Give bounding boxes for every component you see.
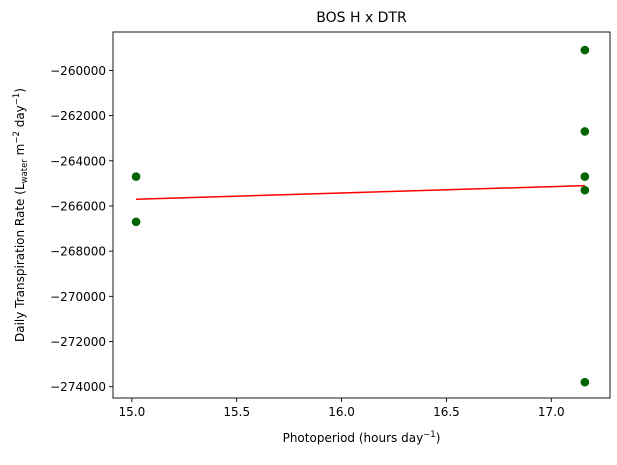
data-point [580,172,590,181]
x-tick-label: 15.0 [119,405,146,419]
data-point [580,185,590,195]
chart-title: BOS H x DTR [316,10,407,26]
y-tick-label: −270000 [50,290,106,304]
x-axis-label: Photoperiod (hours day−1) [283,430,441,445]
data-point [131,217,141,227]
data-point [580,377,590,387]
axes: 15.0 15.5 16.0 16.5 17.0 −274000 −272000 −27000… [50,31,611,419]
x-axis-label-tail: ) [436,431,441,445]
x-tick-label: 16.0 [328,405,355,419]
y-axis-label-part: day [13,105,27,131]
y-tick-label: −260000 [50,64,106,78]
plot-area [131,45,590,387]
y-tick-label: −272000 [50,335,106,349]
x-tick-label: 15.5 [223,405,250,419]
data-point [131,172,141,181]
y-tick-label: −268000 [50,245,106,259]
y-axis-label-part: ) [13,88,27,93]
y-tick-label: −274000 [50,380,106,394]
x-axis-label-text: Photoperiod (hours day [283,431,424,445]
y-tick-label: −264000 [50,154,106,168]
trend-line [136,184,585,200]
data-point [580,45,590,55]
y-axis-label-part: −1 [12,93,22,106]
plot-frame [112,31,611,399]
x-axis-label-sup: −1 [423,430,436,440]
data-point [580,127,590,136]
y-axis-label-part: water [20,159,30,184]
y-tick-label: −262000 [50,109,106,123]
y-axis-label-part: Daily Transpiration Rate (L [13,183,27,342]
x-tick-label: 16.5 [433,405,460,419]
y-axis-label: Daily Transpiration Rate (Lwater m−2 day… [12,88,30,342]
y-tick-label: −266000 [50,199,106,213]
x-tick-label: 17.0 [538,405,565,419]
y-axis-label-part: m [13,144,27,160]
y-axis-label-part: −2 [12,131,22,144]
